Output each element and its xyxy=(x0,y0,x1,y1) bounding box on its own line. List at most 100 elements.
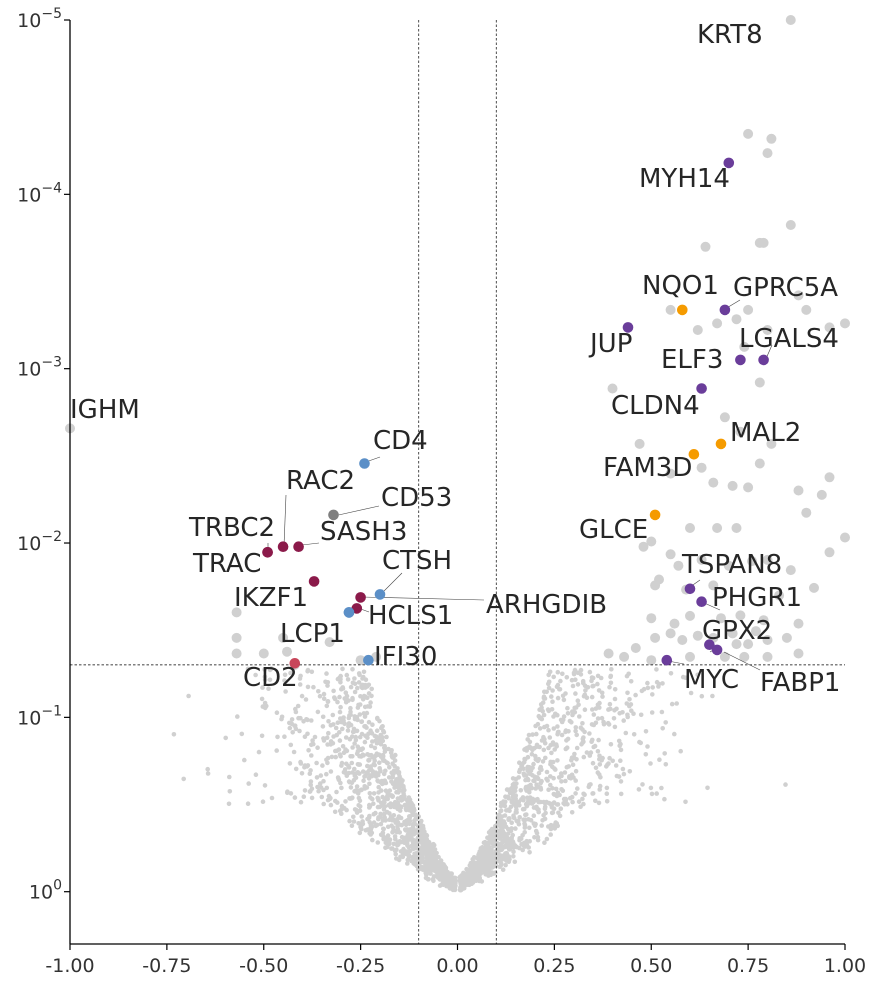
background-point xyxy=(375,715,380,721)
background-point xyxy=(490,841,495,846)
background-point xyxy=(394,829,400,835)
background-point xyxy=(573,725,579,730)
background-point xyxy=(551,674,556,680)
background-point xyxy=(504,844,510,850)
background-point xyxy=(550,688,555,693)
background-point xyxy=(527,839,532,844)
background-point xyxy=(371,811,377,817)
background-point xyxy=(522,841,527,847)
background-point xyxy=(371,801,376,806)
background-point xyxy=(528,782,533,788)
background-point xyxy=(384,794,390,799)
background-point xyxy=(372,745,378,751)
background-point xyxy=(699,693,705,699)
background-point xyxy=(596,800,602,806)
background-point xyxy=(582,707,588,712)
background-point xyxy=(565,705,570,711)
gene-labels: KRT8 MYH14 NQO1 GPRC5A JUP LGALS4 ELF3 CLDN4 MAL… xyxy=(70,20,840,698)
gene-point-gpx2 xyxy=(704,639,715,650)
background-point xyxy=(370,796,375,802)
background-point xyxy=(597,756,602,762)
background-point xyxy=(573,728,578,734)
background-point xyxy=(612,696,618,702)
background-point xyxy=(565,736,571,742)
background-point xyxy=(536,713,542,719)
background-point xyxy=(762,325,773,335)
background-point xyxy=(554,684,560,690)
y-tick-label: 10−1 xyxy=(17,703,62,729)
background-point xyxy=(351,819,357,824)
background-point xyxy=(422,829,427,834)
background-point xyxy=(275,734,280,740)
background-point xyxy=(333,725,339,731)
background-point xyxy=(662,751,667,756)
background-point xyxy=(669,701,675,707)
background-point xyxy=(571,775,576,780)
background-point xyxy=(561,697,567,703)
gene-label: MYC xyxy=(684,665,739,695)
background-point xyxy=(440,882,446,887)
background-point xyxy=(408,834,414,839)
background-point xyxy=(511,854,516,859)
background-point xyxy=(547,735,553,740)
background-point xyxy=(361,669,367,675)
background-point xyxy=(406,844,412,850)
background-point xyxy=(514,807,519,812)
background-point xyxy=(375,804,381,810)
background-point xyxy=(337,738,343,743)
background-point xyxy=(645,744,650,749)
background-point xyxy=(338,754,343,759)
background-point xyxy=(595,673,601,679)
background-point xyxy=(381,780,387,786)
background-point xyxy=(269,666,274,671)
gene-point-fam3d xyxy=(688,449,700,460)
background-point xyxy=(401,785,406,791)
background-point xyxy=(581,693,587,699)
background-point xyxy=(625,690,630,696)
background-point xyxy=(471,855,477,860)
background-point xyxy=(590,707,595,712)
gene-label: CD2 xyxy=(243,663,298,693)
background-point xyxy=(339,785,344,791)
background-point xyxy=(448,873,453,879)
background-point xyxy=(544,769,550,775)
background-point xyxy=(543,755,548,761)
gene-label: TRAC xyxy=(192,549,261,579)
background-point xyxy=(527,825,532,831)
background-point xyxy=(365,827,370,832)
y-tick-label: 10−4 xyxy=(17,180,62,206)
background-point xyxy=(542,801,548,806)
background-point xyxy=(412,830,418,836)
background-point xyxy=(485,853,490,858)
background-point xyxy=(669,618,680,629)
background-point xyxy=(700,241,711,252)
background-point xyxy=(357,734,363,740)
background-point xyxy=(392,758,398,763)
background-point xyxy=(537,707,542,712)
background-point xyxy=(640,782,645,787)
background-point xyxy=(599,715,605,721)
background-point xyxy=(688,690,694,696)
background-point xyxy=(205,766,210,772)
gene-label: RAC2 xyxy=(286,466,355,496)
background-point xyxy=(514,844,520,850)
x-tick-label: 1.00 xyxy=(824,955,866,977)
background-point xyxy=(538,785,543,790)
x-tick-label: -0.50 xyxy=(239,955,288,977)
background-point xyxy=(537,726,543,731)
background-point xyxy=(482,869,488,874)
gene-point-cldn4 xyxy=(696,383,707,394)
background-points xyxy=(171,128,850,893)
background-point xyxy=(404,827,410,832)
background-point xyxy=(612,687,618,692)
background-point xyxy=(567,795,573,801)
background-point xyxy=(596,737,601,743)
background-point xyxy=(353,734,359,740)
background-point xyxy=(705,785,710,791)
background-point xyxy=(554,821,560,826)
background-point xyxy=(504,808,509,813)
background-point xyxy=(306,748,311,753)
x-tick-label: -1.00 xyxy=(45,955,94,977)
background-point xyxy=(333,754,339,760)
background-point xyxy=(595,702,601,708)
